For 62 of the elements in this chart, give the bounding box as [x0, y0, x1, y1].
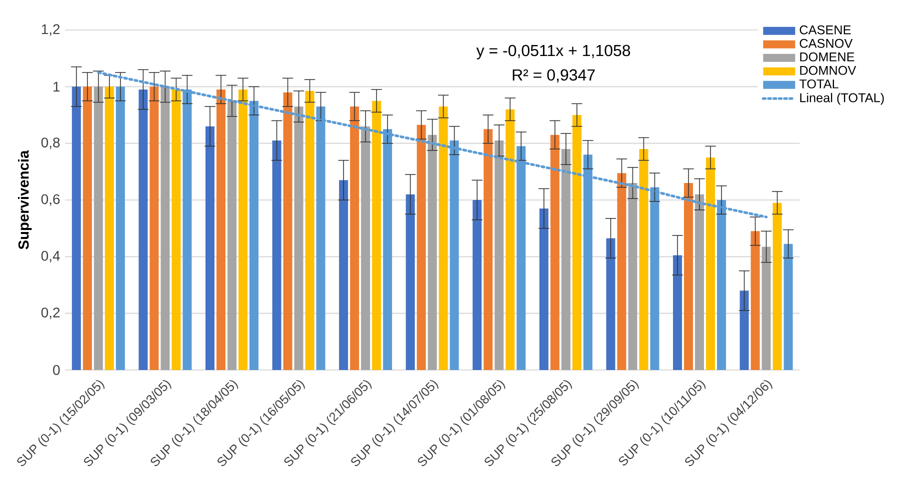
bar: [294, 106, 304, 370]
bar: [550, 134, 560, 370]
bar: [172, 90, 181, 370]
bar: [416, 124, 426, 370]
y-tick-label: 1,2: [42, 24, 60, 36]
y-tick-label: 0,4: [41, 250, 60, 262]
y-axis-title: Supervivencia: [18, 150, 32, 250]
bar: [472, 200, 482, 370]
bar: [740, 290, 749, 370]
bar: [116, 86, 125, 370]
bar: [639, 149, 648, 370]
bar: [672, 255, 682, 370]
bar: [305, 90, 314, 370]
bar: [494, 140, 504, 370]
bar: [762, 246, 771, 370]
bar: [406, 194, 415, 370]
bar: [617, 173, 626, 370]
bar: [606, 238, 616, 370]
legend-label: DOMNOV: [800, 66, 856, 75]
bar: [706, 158, 715, 370]
bar: [628, 183, 638, 370]
bar: [539, 208, 548, 370]
bar: [684, 183, 693, 370]
bar: [272, 140, 282, 370]
bar: [82, 86, 92, 370]
bar: [138, 90, 148, 370]
bar: [150, 86, 159, 370]
legend-label: DOMENE: [800, 52, 854, 62]
bar: [361, 126, 370, 370]
bar: [750, 231, 760, 370]
bar: [339, 180, 348, 370]
bar: [216, 90, 226, 370]
bar: [238, 90, 248, 370]
bar: [784, 244, 793, 370]
bar: [772, 202, 782, 370]
bar: [227, 100, 236, 370]
bar: [561, 149, 570, 370]
bar: [694, 194, 704, 370]
bar: [160, 86, 170, 370]
bar: [283, 92, 292, 370]
bar: [72, 86, 81, 370]
bar: [205, 126, 214, 370]
y-tick-label: 0: [53, 365, 60, 375]
bar: [484, 129, 493, 370]
legend-label: TOTAL: [799, 79, 838, 88]
bar: [572, 115, 582, 370]
legend-label: CASNOV: [800, 38, 853, 48]
annotation: R² = 0,9347: [512, 69, 595, 83]
bar: [428, 134, 437, 370]
bar: [372, 100, 382, 370]
bar: [506, 109, 515, 370]
bar: [104, 86, 114, 370]
annotation: y = -0,0511x + 1,1058: [476, 44, 630, 60]
y-tick-label: 0,2: [41, 308, 60, 320]
y-tick-label: 1: [54, 82, 60, 92]
bar: [438, 106, 448, 370]
bar: [350, 106, 360, 370]
bar: [94, 86, 103, 370]
legend-label: CASENE: [800, 25, 851, 34]
legend-label: Lineal (TOTAL): [800, 92, 884, 105]
y-tick-label: 0,8: [41, 138, 60, 150]
y-tick-label: 0,6: [41, 194, 60, 206]
